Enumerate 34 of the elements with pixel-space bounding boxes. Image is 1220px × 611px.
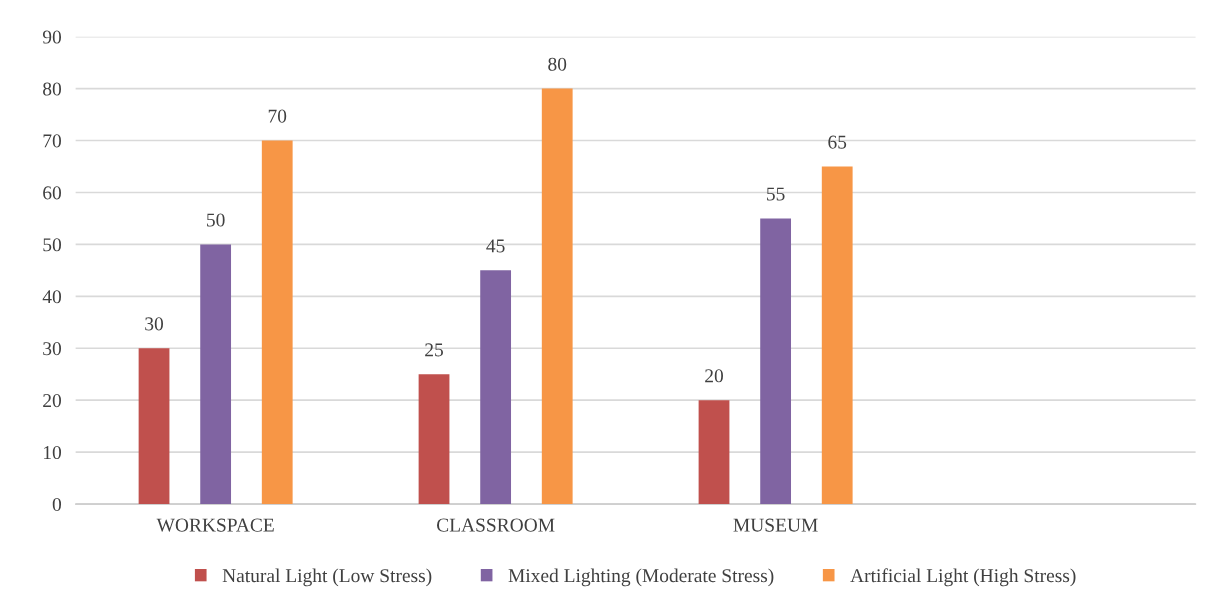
- legend-label: Mixed Lighting (Moderate Stress): [508, 568, 774, 587]
- legend-label: Natural Light (Low Stress): [222, 568, 432, 587]
- data-label: 30: [145, 317, 164, 331]
- bar: [760, 218, 792, 505]
- x-tick-label: CLASSROOM: [436, 518, 555, 532]
- y-tick-label: 20: [43, 394, 62, 408]
- y-tick-label: 70: [43, 134, 62, 148]
- y-tick-label: 30: [43, 342, 62, 356]
- y-tick-label: 50: [43, 238, 62, 252]
- bar: [418, 374, 450, 505]
- data-label: 55: [767, 187, 785, 201]
- x-tick-label: MUSEUM: [733, 518, 818, 532]
- data-label: 25: [425, 343, 443, 357]
- bar: [698, 400, 730, 505]
- bar: [261, 140, 293, 505]
- bar: [480, 270, 512, 505]
- y-tick-label: 0: [52, 497, 62, 512]
- y-tick-label: 90: [42, 30, 62, 44]
- data-label: 45: [486, 239, 505, 253]
- y-tick-label: 80: [43, 82, 62, 96]
- bar: [200, 244, 232, 505]
- bar: [821, 166, 853, 505]
- x-tick-label: WORKSPACE: [156, 518, 274, 532]
- bar: [541, 88, 573, 505]
- data-label: 70: [268, 109, 287, 123]
- data-label: 80: [548, 57, 567, 71]
- bar: [138, 348, 170, 505]
- data-label: 20: [705, 369, 723, 383]
- y-tick-label: 40: [42, 290, 62, 304]
- y-tick-label: 60: [43, 186, 62, 200]
- y-tick-label: 10: [44, 445, 62, 460]
- legend-label: Artificial Light (High Stress): [850, 568, 1076, 587]
- data-label: 50: [207, 213, 225, 227]
- data-label: 65: [828, 135, 847, 149]
